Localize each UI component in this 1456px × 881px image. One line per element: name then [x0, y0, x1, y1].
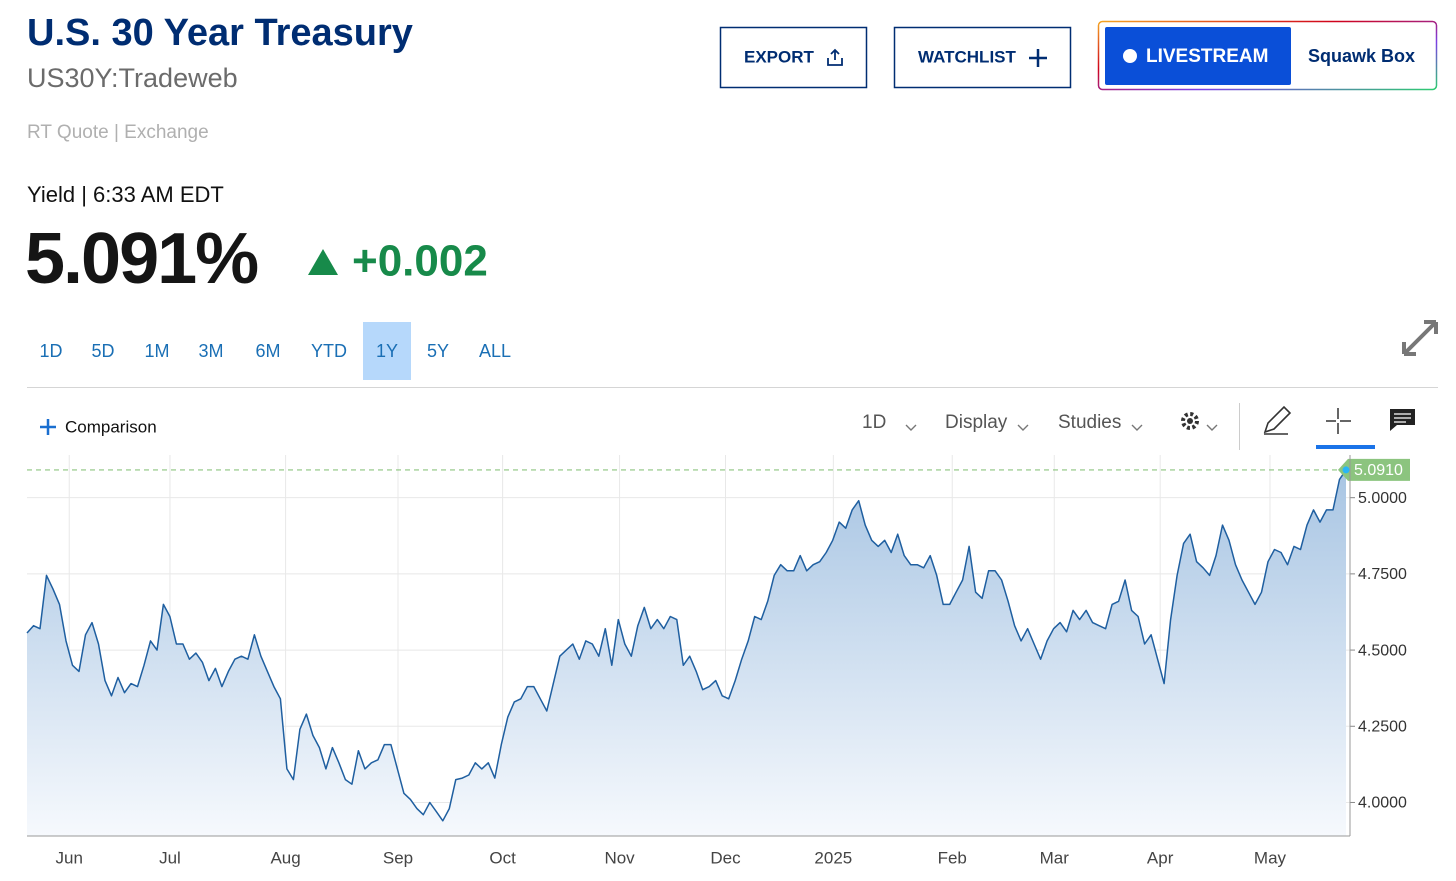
watchlist-label[interactable]: WATCHLIST [918, 47, 1017, 66]
x-tick-label: Mar [1040, 848, 1070, 867]
range-tab[interactable]: 5D [91, 341, 114, 361]
crosshair-active [1316, 445, 1375, 449]
range-tab[interactable]: 3M [198, 341, 223, 361]
range-tabs: 1D 5D 1M 3M 6M YTD 1Y 5Y ALL [39, 322, 511, 380]
x-tick-label: Feb [938, 848, 967, 867]
range-tab[interactable]: 1Y [376, 341, 398, 361]
range-tab[interactable]: 5Y [427, 341, 449, 361]
x-tick-label: Aug [270, 848, 300, 867]
expand-icon[interactable] [1402, 320, 1438, 356]
show-label[interactable]: Squawk Box [1308, 46, 1415, 66]
y-tick-label: 4.0000 [1358, 795, 1407, 812]
y-tick-label: 4.5000 [1358, 642, 1407, 659]
export-label[interactable]: EXPORT [744, 47, 815, 66]
x-tick-label: Jul [159, 848, 181, 867]
x-tick-label: Sep [383, 848, 413, 867]
display[interactable]: Display [945, 412, 1008, 433]
range-tab[interactable]: 1D [39, 341, 62, 361]
x-tick-label: 2025 [814, 848, 852, 867]
quote-source: RT Quote | Exchange [27, 122, 209, 143]
change: +0.002 [352, 237, 488, 286]
quote-label: Yield | 6:33 AM EDT [27, 182, 224, 207]
last-value-label: 5.0910 [1354, 462, 1403, 479]
x-tick-label: Apr [1147, 848, 1174, 867]
livestream-box[interactable]: LIVESTREAM Squawk Box [1097, 20, 1438, 91]
y-tick-label: 4.2500 [1358, 718, 1407, 735]
livestream-label[interactable]: LIVESTREAM [1146, 46, 1268, 67]
studies[interactable]: Studies [1058, 412, 1121, 433]
plus-icon[interactable] [40, 419, 56, 435]
chart: Jun Jul Aug Sep Oct Nov Dec 2025 Feb Mar Apr May 4.0… [26, 455, 1410, 867]
x-tick-label: May [1254, 848, 1287, 867]
range-tab[interactable]: ALL [479, 341, 511, 361]
line [26, 469, 1347, 822]
range-tab[interactable]: YTD [311, 341, 347, 361]
range-tab[interactable]: 1M [144, 341, 169, 361]
comment-icon[interactable] [1390, 409, 1415, 431]
crosshair-icon[interactable] [1326, 408, 1351, 434]
y-tick-label: 5.0000 [1358, 490, 1407, 507]
chevrons [905, 424, 1218, 431]
range-active [363, 322, 411, 380]
interval[interactable]: 1D [862, 412, 886, 433]
last-point [1342, 466, 1350, 474]
settings-icon[interactable] [1181, 412, 1199, 430]
watchlist-button[interactable]: WATCHLIST [893, 26, 1072, 89]
symbol: US30Y:Tradeweb [27, 63, 238, 93]
x-tick-label: Dec [710, 848, 741, 867]
title: U.S. 30 Year Treasury [27, 12, 413, 54]
price: 5.091% [25, 219, 258, 299]
export-button[interactable]: EXPORT [719, 26, 868, 89]
x-tick-label: Nov [604, 848, 635, 867]
up-arrow [308, 249, 338, 275]
x-tick-label: Oct [489, 848, 516, 867]
last-value-tag [1338, 458, 1410, 481]
area [27, 469, 1346, 836]
x-tick-label: Jun [56, 848, 83, 867]
range-tab[interactable]: 6M [255, 341, 280, 361]
y-tick-label: 4.7500 [1358, 566, 1407, 583]
draw-icon[interactable] [1263, 405, 1292, 435]
comparison[interactable]: Comparison [65, 417, 157, 436]
